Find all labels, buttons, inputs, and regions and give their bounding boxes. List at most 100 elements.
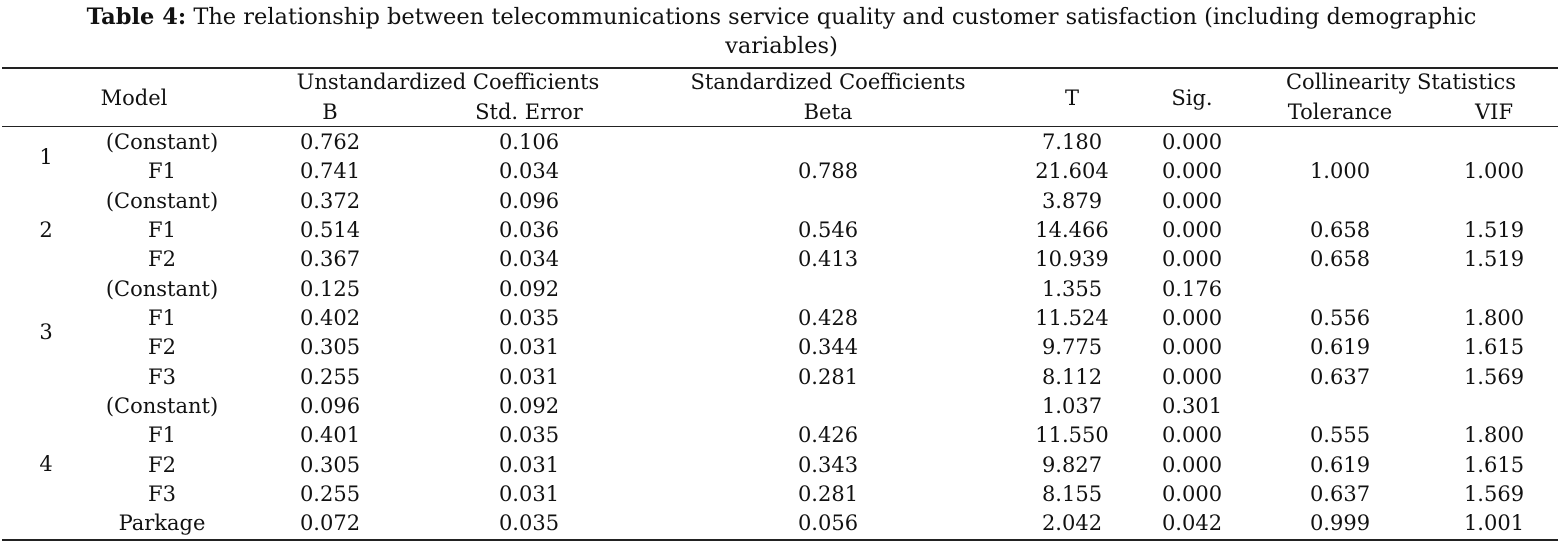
cell-b: 0.255 xyxy=(299,482,361,506)
cell-beta: 0.344 xyxy=(797,335,859,359)
cell-t: 10.939 xyxy=(1035,247,1109,271)
header-tolerance: Tolerance xyxy=(1287,100,1393,124)
cell-tolerance: 0.555 xyxy=(1309,423,1371,447)
cell-t: 11.524 xyxy=(1035,306,1109,330)
cell-t: 1.037 xyxy=(1041,394,1103,418)
cell-sig: 0.000 xyxy=(1161,247,1223,271)
header-unstandardized: Unstandardized Coefficients xyxy=(296,70,600,94)
cell-vif: 1.800 xyxy=(1463,306,1525,330)
cell-tolerance: 0.637 xyxy=(1309,482,1371,506)
cell-beta: 0.546 xyxy=(797,218,859,242)
cell-var: (Constant) xyxy=(105,394,219,418)
cell-sig: 0.000 xyxy=(1161,306,1223,330)
cell-t: 3.879 xyxy=(1041,189,1103,213)
cell-tolerance: 0.556 xyxy=(1309,306,1371,330)
model-number: 2 xyxy=(39,218,53,242)
cell-sig: 0.000 xyxy=(1161,189,1223,213)
cell-sig: 0.042 xyxy=(1161,511,1223,535)
header-model: Model xyxy=(100,86,168,110)
cell-std-error: 0.034 xyxy=(498,159,560,183)
caption-text: The relationship between telecommunicati… xyxy=(193,4,1477,30)
header-sig: Sig. xyxy=(1171,86,1213,110)
cell-var: F1 xyxy=(148,159,176,183)
cell-sig: 0.000 xyxy=(1161,453,1223,477)
cell-sig: 0.000 xyxy=(1161,365,1223,389)
top-rule xyxy=(2,67,1558,69)
cell-vif: 1.615 xyxy=(1463,335,1525,359)
cell-sig: 0.000 xyxy=(1161,482,1223,506)
cell-tolerance: 0.637 xyxy=(1309,365,1371,389)
cell-b: 0.372 xyxy=(299,189,361,213)
cell-vif: 1.569 xyxy=(1463,365,1525,389)
cell-b: 0.514 xyxy=(299,218,361,242)
cell-tolerance: 0.999 xyxy=(1309,511,1371,535)
cell-beta: 0.343 xyxy=(797,453,859,477)
cell-beta: 0.056 xyxy=(797,511,859,535)
caption-label: Table 4: xyxy=(86,4,187,30)
cell-var: (Constant) xyxy=(105,189,219,213)
cell-var: (Constant) xyxy=(105,277,219,301)
cell-t: 2.042 xyxy=(1041,511,1103,535)
cell-b: 0.402 xyxy=(299,306,361,330)
cell-b: 0.401 xyxy=(299,423,361,447)
header-vif: VIF xyxy=(1474,100,1514,124)
cell-std-error: 0.035 xyxy=(498,423,560,447)
cell-var: F1 xyxy=(148,218,176,242)
cell-beta: 0.426 xyxy=(797,423,859,447)
cell-vif: 1.001 xyxy=(1463,511,1525,535)
header-collinearity: Collinearity Statistics xyxy=(1285,70,1517,94)
cell-t: 9.827 xyxy=(1041,453,1103,477)
table-caption: Table 4: The relationship between teleco… xyxy=(0,3,1563,61)
cell-var: F2 xyxy=(148,247,176,271)
cell-std-error: 0.031 xyxy=(498,482,560,506)
cell-vif: 1.569 xyxy=(1463,482,1525,506)
caption-line-2: variables) xyxy=(725,33,838,59)
cell-b: 0.367 xyxy=(299,247,361,271)
header-t: T xyxy=(1064,86,1080,110)
cell-t: 8.155 xyxy=(1041,482,1103,506)
cell-b: 0.305 xyxy=(299,453,361,477)
cell-std-error: 0.092 xyxy=(498,394,560,418)
cell-var: Parkage xyxy=(118,511,206,535)
cell-std-error: 0.092 xyxy=(498,277,560,301)
header-beta: Beta xyxy=(803,100,853,124)
cell-tolerance: 0.619 xyxy=(1309,335,1371,359)
cell-std-error: 0.035 xyxy=(498,511,560,535)
cell-b: 0.096 xyxy=(299,394,361,418)
cell-t: 1.355 xyxy=(1041,277,1103,301)
model-number: 4 xyxy=(39,452,53,476)
cell-vif: 1.519 xyxy=(1463,218,1525,242)
cell-vif: 1.519 xyxy=(1463,247,1525,271)
cell-sig: 0.176 xyxy=(1161,277,1223,301)
cell-std-error: 0.035 xyxy=(498,306,560,330)
cell-std-error: 0.031 xyxy=(498,453,560,477)
model-number: 1 xyxy=(39,145,53,169)
cell-vif: 1.800 xyxy=(1463,423,1525,447)
bottom-rule xyxy=(2,539,1558,541)
cell-beta: 0.281 xyxy=(797,365,859,389)
cell-tolerance: 0.619 xyxy=(1309,453,1371,477)
cell-std-error: 0.034 xyxy=(498,247,560,271)
cell-b: 0.305 xyxy=(299,335,361,359)
cell-vif: 1.000 xyxy=(1463,159,1525,183)
header-std-error: Std. Error xyxy=(475,100,583,124)
cell-beta: 0.413 xyxy=(797,247,859,271)
cell-std-error: 0.096 xyxy=(498,189,560,213)
cell-var: F1 xyxy=(148,423,176,447)
model-number: 3 xyxy=(39,320,53,344)
caption-line-1: Table 4: The relationship between teleco… xyxy=(0,3,1563,32)
cell-b: 0.125 xyxy=(299,277,361,301)
cell-tolerance: 0.658 xyxy=(1309,218,1371,242)
cell-t: 9.775 xyxy=(1041,335,1103,359)
cell-tolerance: 1.000 xyxy=(1309,159,1371,183)
cell-t: 11.550 xyxy=(1035,423,1109,447)
cell-var: F2 xyxy=(148,335,176,359)
cell-var: F3 xyxy=(148,482,176,506)
cell-beta: 0.281 xyxy=(797,482,859,506)
cell-b: 0.072 xyxy=(299,511,361,535)
cell-t: 21.604 xyxy=(1035,159,1109,183)
cell-std-error: 0.106 xyxy=(498,130,560,154)
cell-var: F3 xyxy=(148,365,176,389)
cell-t: 8.112 xyxy=(1041,365,1103,389)
cell-tolerance: 0.658 xyxy=(1309,247,1371,271)
